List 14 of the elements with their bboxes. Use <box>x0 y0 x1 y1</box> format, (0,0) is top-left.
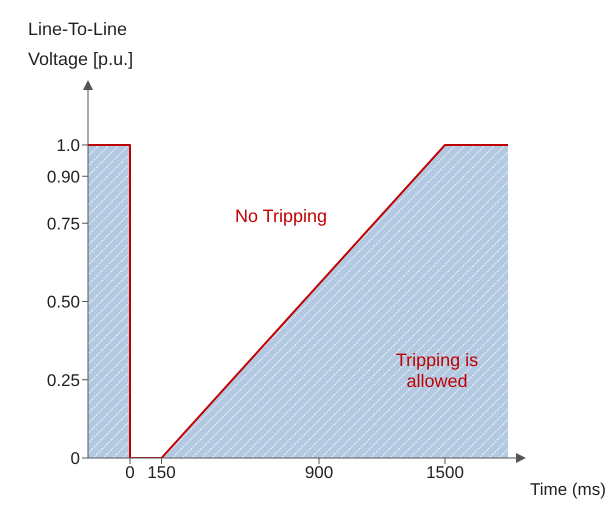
y-tick-label: 0.75 <box>46 214 80 234</box>
x-axis-title: Time (ms) <box>530 480 606 500</box>
y-tick-label: 0.50 <box>46 292 80 312</box>
x-tick-label: 150 <box>147 463 176 482</box>
x-tick-label: 900 <box>304 463 334 482</box>
annotation: No Tripping <box>235 206 328 227</box>
y-tick-label: 1.0 <box>56 136 80 155</box>
y-tick-label: 0.90 <box>46 167 80 186</box>
annotation: Tripping is allowed <box>394 350 480 392</box>
x-tick-label: 0 <box>125 463 135 482</box>
y-tick-label: 0.25 <box>46 370 80 390</box>
y-axis-title: Line-To-Line Voltage [p.u.] <box>28 18 134 71</box>
y-tick-label: 0 <box>70 449 80 468</box>
x-tick-label: 1500 <box>426 463 464 482</box>
